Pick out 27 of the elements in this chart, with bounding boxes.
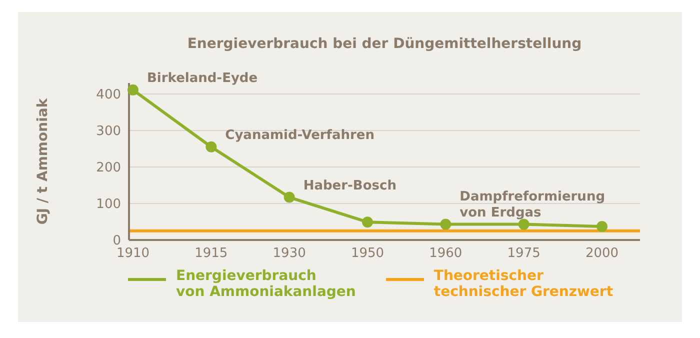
- point: [518, 218, 530, 230]
- annotation: Haber-Bosch: [303, 178, 396, 194]
- legend-label: Theoretischer technischer Grenzwert: [434, 268, 614, 300]
- x-tick-label: 2000: [585, 246, 619, 262]
- annotation: Birkeland-Eyde: [147, 70, 258, 86]
- legend-label: Energieverbrauch von Ammoniakanlagen: [176, 268, 356, 300]
- point: [440, 218, 452, 230]
- point: [596, 220, 608, 232]
- y-tick-label: 200: [96, 160, 121, 176]
- y-axis-title: GJ / t Ammoniak: [34, 98, 51, 225]
- y-tick-label: 0: [112, 234, 121, 249]
- x-tick-label: 1910: [116, 246, 150, 262]
- y-tick-label: 400: [96, 88, 121, 103]
- x-tick-label: 1915: [194, 246, 228, 262]
- y-tick-label: 100: [96, 197, 121, 212]
- point: [128, 84, 138, 96]
- x-tick-label: 1960: [429, 246, 462, 262]
- point: [206, 141, 217, 152]
- annotation: Cyanamid-Verfahren: [225, 128, 374, 143]
- x-tick-label: 1930: [272, 246, 306, 262]
- x-tick-label: 1975: [507, 246, 540, 262]
- annotation: Dampfreformierung von Erdgas: [460, 189, 606, 220]
- point: [362, 216, 373, 228]
- x-tick-label: 1950: [350, 246, 384, 262]
- y-tick-label: 300: [96, 124, 121, 140]
- chart-title: Energieverbrauch bei der Düngemittelherstellung: [186, 36, 583, 52]
- point: [284, 192, 295, 203]
